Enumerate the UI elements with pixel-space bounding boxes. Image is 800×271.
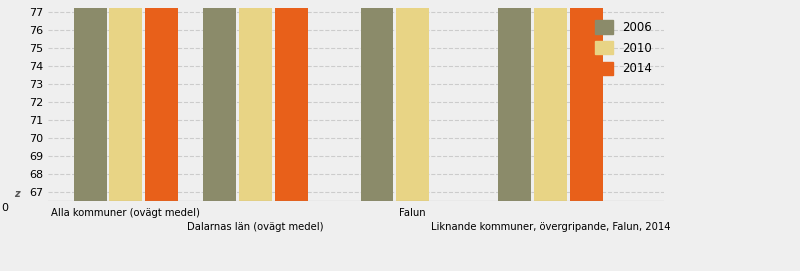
- Bar: [110, 0, 142, 201]
- Text: z: z: [14, 189, 20, 199]
- Bar: [203, 0, 236, 201]
- Text: Dalarnas län (ovägt medel): Dalarnas län (ovägt medel): [187, 222, 324, 232]
- Bar: [239, 0, 272, 201]
- Bar: [274, 0, 307, 201]
- Legend: 2006, 2010, 2014: 2006, 2010, 2014: [590, 14, 658, 81]
- Bar: [534, 0, 567, 201]
- Text: Alla kommuner (ovägt medel): Alla kommuner (ovägt medel): [51, 208, 200, 218]
- Text: Liknande kommuner, övergripande, Falun, 2014: Liknande kommuner, övergripande, Falun, …: [430, 222, 670, 232]
- Bar: [361, 0, 394, 201]
- Bar: [145, 0, 178, 201]
- Bar: [570, 0, 602, 201]
- Bar: [396, 0, 429, 201]
- Bar: [498, 0, 531, 201]
- Text: Falun: Falun: [399, 208, 426, 218]
- Bar: [74, 0, 106, 201]
- Text: 0: 0: [1, 203, 8, 213]
